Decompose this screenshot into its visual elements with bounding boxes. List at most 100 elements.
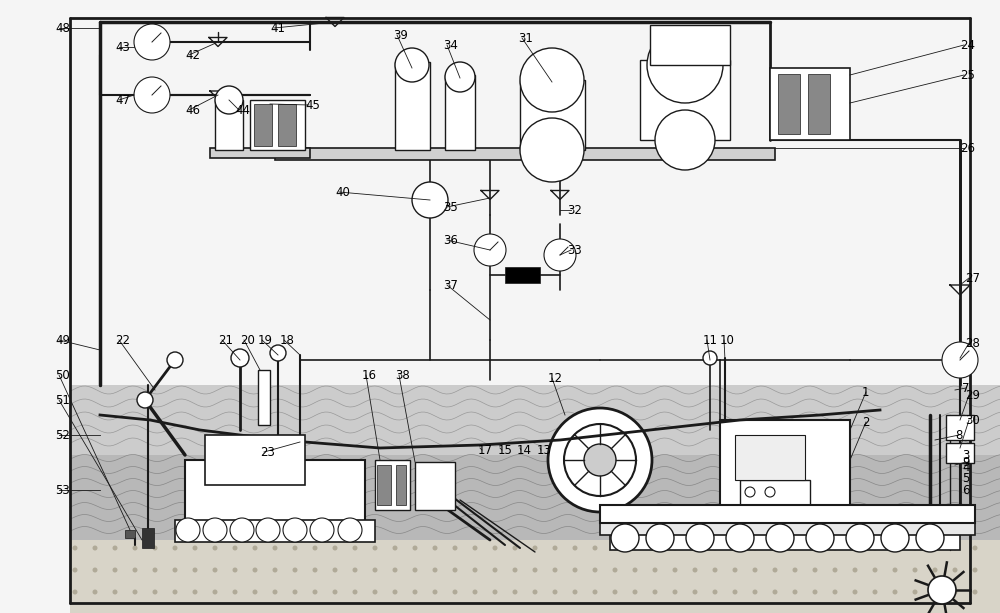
- Circle shape: [520, 48, 584, 112]
- Circle shape: [253, 590, 258, 595]
- Circle shape: [972, 568, 977, 573]
- Text: 53: 53: [55, 484, 70, 497]
- Circle shape: [413, 568, 418, 573]
- Bar: [70, 540, 1000, 613]
- Circle shape: [392, 568, 398, 573]
- Circle shape: [552, 546, 558, 550]
- Circle shape: [686, 524, 714, 552]
- Circle shape: [492, 568, 498, 573]
- Circle shape: [852, 568, 857, 573]
- Bar: [254, 104, 272, 146]
- Circle shape: [792, 568, 797, 573]
- Circle shape: [872, 568, 878, 573]
- Bar: [215, 100, 243, 150]
- Circle shape: [93, 590, 98, 595]
- Circle shape: [892, 568, 897, 573]
- Text: 25: 25: [960, 69, 975, 82]
- Circle shape: [812, 546, 817, 550]
- Text: 16: 16: [362, 368, 377, 381]
- Circle shape: [213, 590, 218, 595]
- Circle shape: [633, 546, 638, 550]
- Text: 50: 50: [55, 368, 70, 381]
- Circle shape: [552, 590, 558, 595]
- Circle shape: [647, 27, 723, 103]
- Circle shape: [213, 568, 218, 573]
- Circle shape: [766, 524, 794, 552]
- Circle shape: [373, 568, 378, 573]
- Circle shape: [293, 546, 298, 550]
- Bar: [205, 435, 305, 485]
- Circle shape: [213, 546, 218, 550]
- Text: 32: 32: [567, 204, 582, 216]
- Circle shape: [293, 590, 298, 595]
- Text: 39: 39: [393, 28, 408, 42]
- Bar: [610, 524, 960, 550]
- Bar: [275, 148, 775, 160]
- Circle shape: [753, 546, 758, 550]
- Bar: [505, 267, 540, 283]
- Circle shape: [133, 546, 138, 550]
- Text: 3: 3: [962, 449, 969, 462]
- Circle shape: [134, 24, 170, 60]
- Text: 36: 36: [443, 234, 458, 246]
- Circle shape: [153, 568, 158, 573]
- Bar: [258, 370, 270, 425]
- Circle shape: [474, 234, 506, 266]
- Circle shape: [256, 518, 280, 542]
- Circle shape: [932, 590, 937, 595]
- Circle shape: [832, 590, 837, 595]
- Circle shape: [732, 568, 738, 573]
- Text: 34: 34: [443, 39, 458, 51]
- Bar: [278, 104, 296, 146]
- Circle shape: [692, 568, 698, 573]
- Circle shape: [592, 590, 598, 595]
- Bar: [377, 465, 391, 505]
- Circle shape: [193, 568, 198, 573]
- Circle shape: [952, 568, 957, 573]
- Circle shape: [373, 590, 378, 595]
- Text: 17: 17: [478, 443, 493, 457]
- Bar: [808, 74, 830, 134]
- Circle shape: [932, 546, 937, 550]
- Circle shape: [392, 590, 398, 595]
- Text: 42: 42: [185, 48, 200, 61]
- Circle shape: [73, 546, 78, 550]
- Bar: [70, 455, 1000, 540]
- Text: 37: 37: [443, 278, 458, 292]
- Circle shape: [544, 239, 576, 271]
- Circle shape: [772, 546, 777, 550]
- Circle shape: [134, 77, 170, 113]
- Circle shape: [373, 546, 378, 550]
- Circle shape: [215, 86, 243, 114]
- Text: 33: 33: [567, 243, 582, 256]
- Circle shape: [655, 110, 715, 170]
- Circle shape: [492, 590, 498, 595]
- Circle shape: [233, 546, 238, 550]
- Circle shape: [812, 568, 817, 573]
- Circle shape: [173, 590, 178, 595]
- Circle shape: [153, 590, 158, 595]
- Bar: [946, 415, 974, 440]
- Bar: [142, 528, 154, 548]
- Circle shape: [612, 590, 618, 595]
- Text: 11: 11: [703, 333, 718, 346]
- Text: 43: 43: [115, 40, 130, 53]
- Bar: [740, 480, 810, 505]
- Text: 31: 31: [518, 31, 533, 45]
- Circle shape: [313, 568, 318, 573]
- Circle shape: [333, 546, 338, 550]
- Circle shape: [473, 568, 478, 573]
- Circle shape: [912, 568, 917, 573]
- Bar: [778, 74, 800, 134]
- Bar: [946, 443, 974, 463]
- Circle shape: [772, 590, 777, 595]
- Circle shape: [473, 590, 478, 595]
- Circle shape: [572, 590, 578, 595]
- Text: 40: 40: [335, 186, 350, 199]
- Circle shape: [692, 546, 698, 550]
- Circle shape: [167, 352, 183, 368]
- Circle shape: [646, 524, 674, 552]
- Circle shape: [338, 518, 362, 542]
- Text: 30: 30: [965, 414, 980, 427]
- Circle shape: [584, 444, 616, 476]
